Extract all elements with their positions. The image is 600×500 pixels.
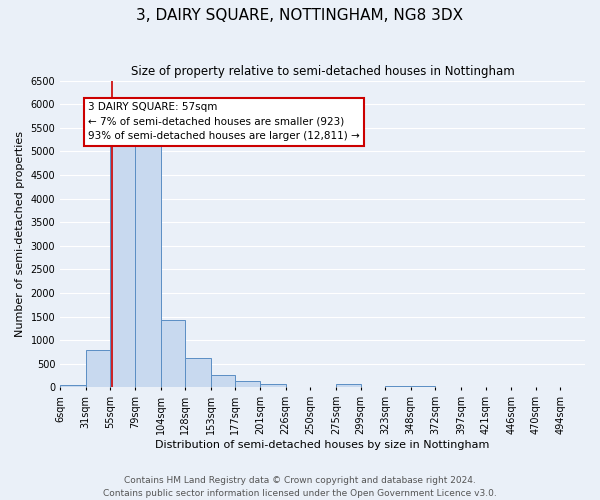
Bar xyxy=(385,386,411,388)
Bar xyxy=(336,384,361,388)
Title: Size of property relative to semi-detached houses in Nottingham: Size of property relative to semi-detach… xyxy=(131,65,514,78)
Y-axis label: Number of semi-detached properties: Number of semi-detached properties xyxy=(15,131,25,337)
Bar xyxy=(235,381,260,388)
X-axis label: Distribution of semi-detached houses by size in Nottingham: Distribution of semi-detached houses by … xyxy=(155,440,490,450)
Bar xyxy=(135,140,161,388)
Bar xyxy=(86,350,110,388)
Bar xyxy=(211,374,235,388)
Bar xyxy=(110,135,135,388)
Bar xyxy=(161,320,185,388)
Bar xyxy=(260,384,286,388)
Bar xyxy=(60,385,86,388)
Bar xyxy=(411,386,436,388)
Text: Contains HM Land Registry data © Crown copyright and database right 2024.
Contai: Contains HM Land Registry data © Crown c… xyxy=(103,476,497,498)
Text: 3, DAIRY SQUARE, NOTTINGHAM, NG8 3DX: 3, DAIRY SQUARE, NOTTINGHAM, NG8 3DX xyxy=(136,8,464,22)
Text: 3 DAIRY SQUARE: 57sqm
← 7% of semi-detached houses are smaller (923)
93% of semi: 3 DAIRY SQUARE: 57sqm ← 7% of semi-detac… xyxy=(88,102,359,142)
Bar xyxy=(185,358,211,388)
